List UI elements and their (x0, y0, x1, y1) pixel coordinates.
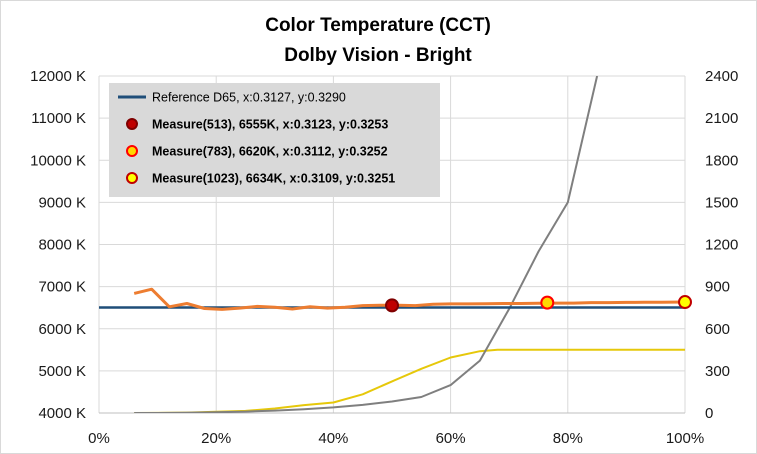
legend-label: Measure(1023), 6634K, x:0.3109, y:0.3251 (152, 172, 395, 186)
y-left-tick-label: 7000 K (38, 279, 86, 296)
x-tick-label: 80% (553, 430, 583, 447)
legend-label: Reference D65, x:0.3127, y:0.3290 (152, 91, 346, 105)
y-right-tick-label: 900 (705, 279, 730, 296)
x-tick-label: 20% (201, 430, 231, 447)
legend-label: Measure(783), 6620K, x:0.3112, y:0.3252 (152, 145, 388, 159)
y-left-tick-label: 11000 K (31, 110, 86, 127)
y-left-tick-label: 5000 K (38, 363, 86, 380)
y-left-tick-label: 8000 K (38, 237, 86, 254)
y-right-tick-label: 300 (705, 363, 730, 380)
y-right-tick-label: 600 (705, 321, 730, 338)
series-line-2 (134, 76, 599, 413)
y-right-tick-label: 2400 (705, 68, 738, 85)
x-tick-label: 0% (88, 430, 110, 447)
axes: 4000 K 5000 K 6000 K 7000 K 8000 K 9000 K 1000… (30, 68, 738, 447)
legend-marker-swatch (126, 145, 138, 157)
series-line-1 (133, 287, 685, 311)
series-layer (99, 76, 692, 413)
measure-marker-0 (385, 298, 399, 313)
y-right-tick-label: 1500 (705, 194, 738, 211)
y-left-tick-label: 10000 K (30, 152, 86, 169)
y-left-tick-label: 4000 K (38, 405, 86, 422)
legend-label: Measure(513), 6555K, x:0.3123, y:0.3253 (152, 118, 388, 132)
y-right-tick-label: 0 (705, 405, 713, 422)
y-left-tick-label: 6000 K (38, 321, 86, 338)
chart-title: Color Temperature (CCT) (265, 15, 491, 36)
x-tick-label: 60% (436, 430, 466, 447)
gridlines (98, 75, 686, 413)
y-left-tick-label: 12000 K (30, 68, 86, 85)
measure-marker-2 (678, 295, 692, 310)
measure-marker-1 (540, 295, 555, 310)
legend-box (109, 83, 440, 197)
x-tick-label: 40% (318, 430, 348, 447)
x-tick-label: 100% (666, 430, 704, 447)
chart-subtitle: Dolby Vision - Bright (284, 45, 472, 66)
y-right-tick-label: 2100 (705, 110, 738, 127)
legend-marker-swatch (126, 118, 138, 130)
y-right-tick-label: 1200 (705, 237, 738, 254)
legend-marker-swatch (126, 172, 138, 184)
y-left-tick-label: 9000 K (38, 194, 86, 211)
y-right-tick-label: 1800 (705, 152, 738, 169)
legend: Reference D65, x:0.3127, y:0.3290 Measure… (109, 83, 440, 197)
